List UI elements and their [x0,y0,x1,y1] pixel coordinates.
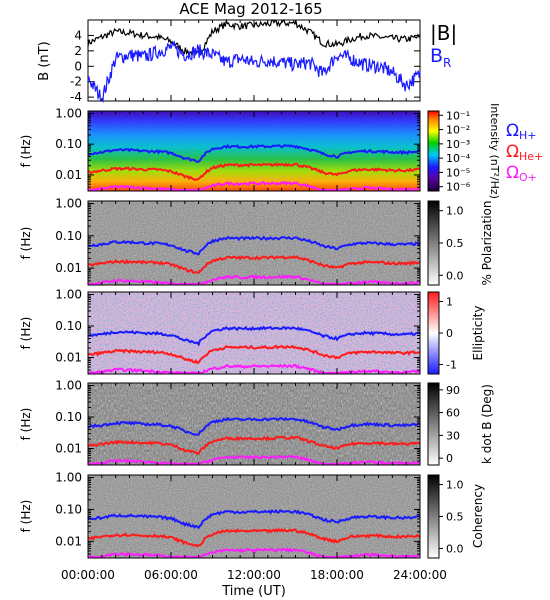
gyro-legend: ΩH+ ΩHe+ ΩO+ [506,121,543,184]
y-tick-label: 0.01 [55,261,82,275]
colorbar-tick-label: 10⁻⁶ [446,181,471,194]
y-tick-label: 0.01 [55,168,82,182]
br-line [87,40,421,104]
legend-he-plus: ΩHe+ [506,142,543,163]
bmag-line [87,18,421,58]
panel-coherency: 1.00 0.10 0.01 f (Hz) 1.0 0.5 0.0 Coherency [19,471,485,559]
panel-ylabel: f (Hz) [19,227,33,260]
panel-ylabel: f (Hz) [19,408,33,441]
legend-o-plus: ΩO+ [506,163,537,184]
o-plus-gyro-line [88,180,421,192]
x-tick-label: 12:00:00 [227,568,281,582]
colorbar-tick-label: 90 [446,384,460,397]
y-tick-label: 1.00 [55,197,82,211]
colorbar-tick-label: 30 [446,429,460,442]
colorbar-tick-label: 10⁻⁴ [446,152,471,165]
he-plus-gyro-line [88,162,421,181]
he-plus-gyro-line [87,255,421,274]
y-tick-label: 1.00 [55,106,82,120]
y-tick-label: 2 [74,44,82,58]
colorbar-ellipticity [427,291,440,375]
colorbar-label: % Polarization [480,201,494,286]
colorbar-tick-label: 0.0 [446,269,464,282]
x-tick-label: 00:00:00 [61,568,115,582]
legend-h-plus: ΩH+ [506,121,537,142]
he-plus-gyro-line [87,435,421,455]
colorbar-tick-label: 0 [446,327,453,340]
colorbar-coherency [427,474,440,559]
colorbar-tick-label: 10⁻¹ [446,109,470,122]
y-tick-label: 0 [74,59,82,73]
h-plus-gyro-line [87,416,421,436]
y-tick-label: 1.00 [55,471,82,485]
x-tick-label: 18:00:00 [310,568,364,582]
colorbar-tick-label: 10⁻³ [446,138,470,151]
colorbar-label: k dot B (Deg) [480,384,494,464]
colorbar-polarization [427,200,440,286]
colorbar-tick-label: 1 [446,295,453,308]
he-plus-gyro-line [87,344,421,365]
colorbar-tick-label: 1.0 [446,479,464,492]
panel-polarization: 1.00 0.10 0.01 f (Hz) 1.0 0.5 0.0 % Polariza… [19,197,494,286]
y-tick-label: 0.10 [55,502,82,516]
y-tick-label: 0.01 [55,534,82,548]
y-tick-label: -4 [70,90,82,104]
y-tick-label: 0.10 [55,137,82,151]
colorbar-tick-label: 0.5 [446,511,464,524]
x-axis: 00:00:00 06:00:00 12:00:00 18:00:00 24:00:00 [61,20,447,582]
panel-ylabel: f (Hz) [19,500,33,533]
y-tick-label: -2 [70,75,82,89]
colorbar-tick-label: 10⁻⁵ [446,166,470,179]
panel-magnetic-field: 4 20 -2-4 B (nT) |B| BR [37,18,457,104]
y-tick-label: 0.10 [55,229,82,243]
panel-k-dot-b: 1.00 0.10 0.01 f (Hz) 90 60 30 0 k dot B (Deg… [19,378,494,466]
y-tick-label: 0.01 [55,442,82,456]
y-tick-label: 0.10 [55,319,82,333]
colorbar-tick-label: -1 [446,359,457,372]
x-tick-label: 24:00:00 [393,568,447,582]
y-tick-label: 1.00 [55,378,82,392]
colorbar-tick-label: 0.5 [446,237,464,250]
y-tick-label: 0.01 [55,351,82,365]
h-plus-gyro-line [87,508,421,530]
panel-ylabel: f (Hz) [19,135,33,168]
colorbar-label: Ellipticity [471,306,485,361]
panel-ylabel: f (Hz) [19,317,33,350]
y-tick-label: 4 [74,28,82,42]
colorbar-intensity [427,110,440,192]
figure-title: ACE Mag 2012-165 [179,0,322,18]
colorbar-k-dot-b [427,382,440,466]
panel-ylabel: B (nT) [37,41,52,80]
legend-br: BR [430,45,451,70]
h-plus-gyro-line [87,143,421,163]
panel-intensity: 1.00 0.10 0.01 f (Hz) 10⁻¹ 10⁻²10⁻³10⁻⁴10⁻⁵… [19,103,543,199]
colorbar-tick-label: 60 [446,407,460,420]
colorbar-tick-label: 0.0 [446,542,464,555]
y-tick-label: 1.00 [55,287,82,301]
legend-bmag: |B| [430,21,457,45]
colorbar-label: Intensity (nT²/Hz) [488,103,501,199]
colorbar-label: Coherency [471,484,485,548]
colorbar-tick-label: 1.0 [446,205,464,218]
x-axis-label: Time (UT) [221,584,286,599]
colorbar-tick-label: 10⁻² [446,124,470,137]
h-plus-gyro-line [87,325,421,347]
x-tick-label: 06:00:00 [144,568,198,582]
panel-ellipticity: 1.00 0.10 0.01 f (Hz) 1 0 -1 Ellipticity [19,287,485,375]
colorbar-tick-label: 0 [446,452,453,465]
h-plus-gyro-line [87,235,421,256]
he-plus-gyro-line [87,527,421,548]
y-tick-label: 0.10 [55,410,82,424]
